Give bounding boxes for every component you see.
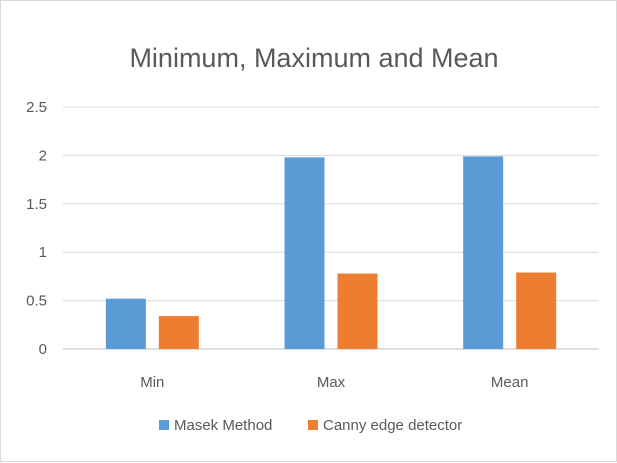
chart-title: Minimum, Maximum and Mean: [129, 43, 498, 73]
y-tick-label: 1.5: [26, 196, 47, 213]
x-axis-categories: Min Max Mean: [140, 374, 528, 391]
bar-masek-method-min: [105, 298, 146, 349]
bar-canny-edge-detector-min: [158, 316, 199, 349]
legend: Masek Method Canny edge detector: [159, 417, 462, 434]
x-category-label: Min: [140, 374, 164, 391]
x-category-label: Mean: [491, 374, 529, 391]
y-tick-label: 0.5: [26, 293, 47, 310]
x-category-label: Max: [317, 374, 346, 391]
gridlines: [63, 106, 599, 350]
legend-swatch: [159, 420, 169, 430]
legend-swatch: [308, 420, 318, 430]
bar-masek-method-max: [284, 157, 325, 349]
y-axis-ticks: 0 0.5 1 1.5 2 2.5: [26, 99, 47, 358]
y-tick-label: 2.5: [26, 99, 47, 116]
bar-canny-edge-detector-mean: [516, 272, 557, 349]
bars: [105, 156, 557, 349]
y-tick-label: 2: [39, 147, 47, 164]
legend-label: Canny edge detector: [323, 417, 462, 434]
y-tick-label: 1: [39, 244, 47, 261]
bar-canny-edge-detector-max: [337, 273, 378, 349]
legend-label: Masek Method: [174, 417, 272, 434]
bar-masek-method-mean: [463, 156, 504, 349]
y-tick-label: 0: [39, 341, 47, 358]
